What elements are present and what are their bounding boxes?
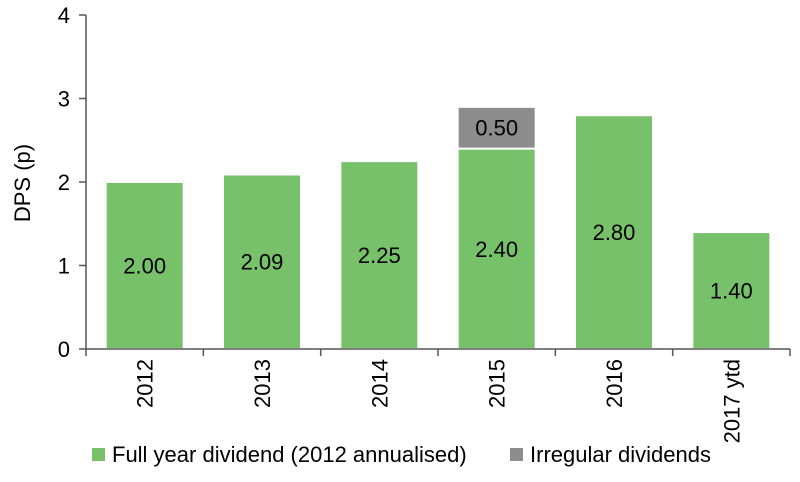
data-label: 2.09 (241, 250, 284, 275)
legend-swatch-irregular (510, 448, 523, 461)
legend-label-full-year: Full year dividend (2012 annualised) (112, 442, 467, 467)
bars-group: 2.00 2.09 2.25 2.40 0.50 2.80 1.40 (104, 105, 772, 351)
bar-full-year-2016 (574, 114, 654, 350)
y-tick-label: 3 (58, 87, 70, 112)
y-tick-label: 4 (58, 3, 70, 28)
data-label: 0.50 (475, 116, 518, 141)
x-tick-label: 2016 (602, 359, 627, 408)
x-tick-label: 2014 (367, 359, 392, 408)
bar-full-year-2012 (104, 181, 185, 350)
x-tick-label: 2017 ytd (719, 359, 744, 443)
y-axis-label: DPS (p) (10, 144, 35, 222)
data-label: 2.80 (593, 220, 636, 245)
data-label: 1.40 (710, 279, 753, 304)
x-tick-label: 2012 (133, 359, 158, 408)
y-tick-label: 2 (58, 170, 70, 195)
axes-group: 0 1 2 3 4 2012 2013 2014 2015 2016 2017 ytd (58, 3, 791, 443)
bar-irregular-2015 (456, 105, 537, 150)
legend-swatch-full-year (92, 448, 105, 461)
data-label: 2.00 (123, 254, 166, 279)
data-label: 2.40 (475, 237, 518, 262)
x-tick-label: 2015 (485, 359, 510, 408)
legend-label-irregular: Irregular dividends (530, 442, 711, 467)
x-tick-label: 2013 (250, 359, 275, 408)
data-label: 2.25 (358, 243, 401, 268)
bar-full-year-2015 (456, 147, 537, 350)
bar-full-year-2013 (222, 173, 302, 350)
y-tick-label: 0 (58, 337, 70, 362)
bar-full-year-2014 (339, 160, 420, 350)
legend: Full year dividend (2012 annualised) Irre… (92, 442, 711, 467)
y-tick-label: 1 (58, 254, 70, 279)
